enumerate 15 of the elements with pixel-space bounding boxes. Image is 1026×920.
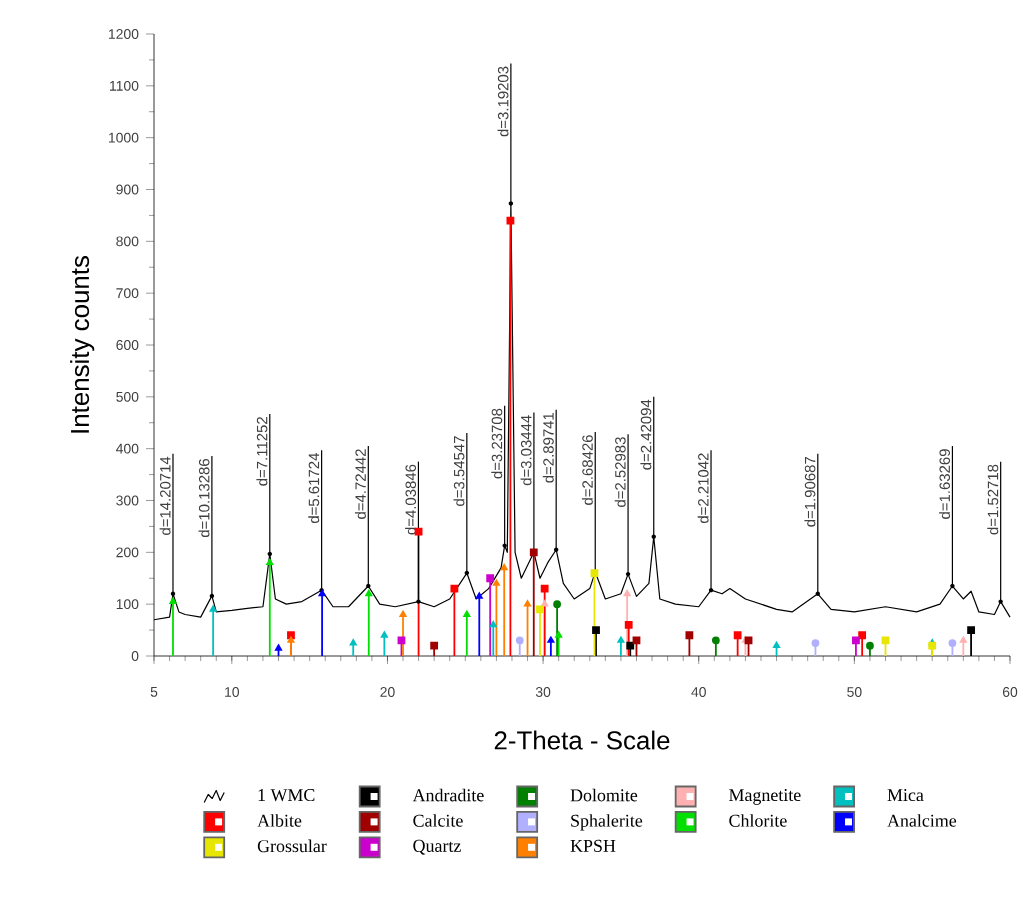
legend-label: Magnetite	[729, 789, 801, 805]
legend-label: Chlorite	[729, 814, 787, 827]
legend-label: Sphalerite	[571, 814, 643, 831]
legend-label: Dolomite	[570, 788, 638, 802]
legend-label: Grossular	[257, 839, 327, 853]
legend-label: KPSH	[570, 839, 616, 852]
y-axis-title: Intensity counts	[70, 255, 95, 433]
legend-label: Quartz	[413, 839, 461, 855]
x-axis-title: 2-Theta - Scale	[494, 730, 670, 750]
legend-label: 1 WMC	[258, 789, 315, 802]
legend-label: Andradite	[412, 788, 484, 802]
legend-label: Mica	[887, 789, 924, 802]
legend-label: Albite	[257, 814, 302, 827]
legend-label: Calcite	[413, 814, 463, 827]
legend-label: Analcime	[887, 814, 957, 827]
